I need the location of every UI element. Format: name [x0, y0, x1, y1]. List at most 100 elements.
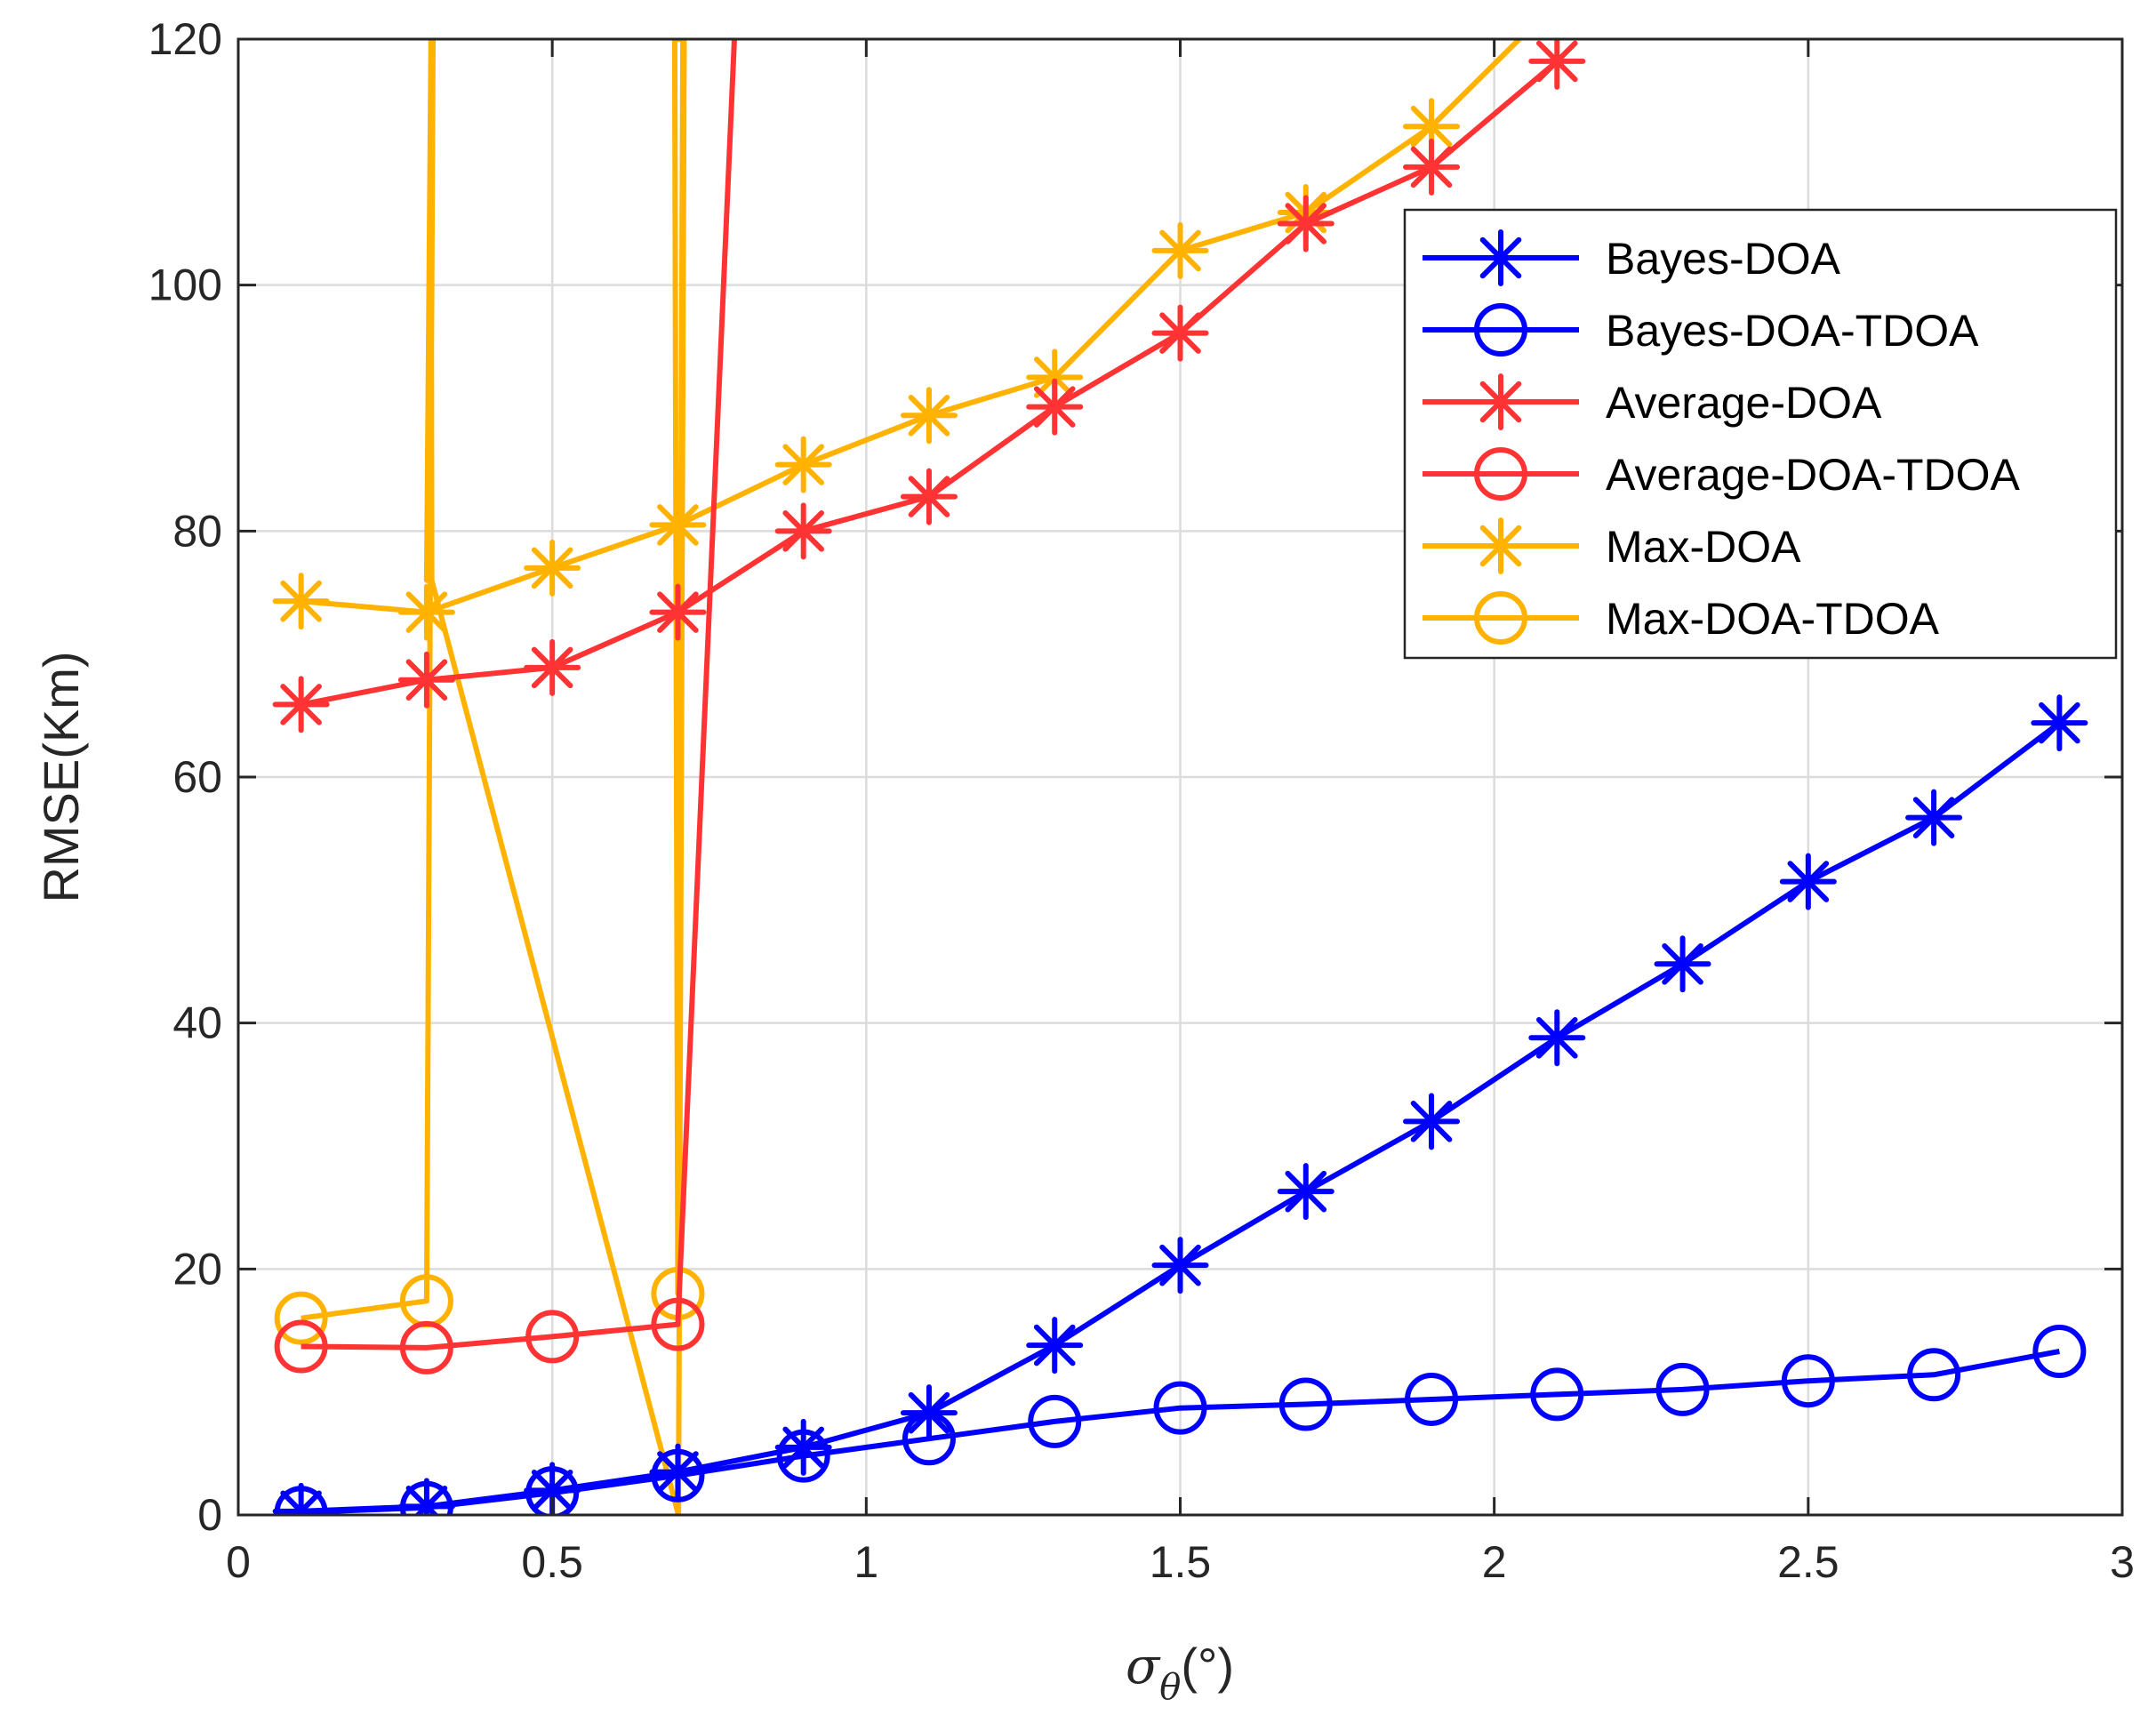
x-tick-label: 2 [1482, 1537, 1507, 1587]
tick-labels: 0 0.5 1 1.5 2 2.5 3 0 20 40 60 80 100 120 [148, 14, 2135, 1587]
legend-box [1403, 208, 2118, 660]
marker-bayes-doa-tdoa [1655, 1362, 1710, 1416]
x-tick-label: 0.5 [521, 1537, 583, 1587]
marker-average-doa-stroke [908, 476, 950, 517]
marker-bayes-doa-stroke [782, 1426, 824, 1469]
marker-bayes-doa-stroke [1033, 1324, 1076, 1366]
marker-bayes-doa [1779, 853, 1837, 910]
marker-average-doa-tdoa [651, 1297, 705, 1351]
marker-average-doa-stroke [1410, 146, 1453, 188]
marker-bayes-doa [1403, 1093, 1461, 1150]
legend-item-average-doa: Average-DOA [1423, 373, 1882, 430]
marker-average-doa-tdoa [399, 1320, 453, 1374]
marker-bayes-doa-stroke [1285, 1170, 1327, 1213]
marker-bayes-doa-tdoa [1278, 1377, 1333, 1431]
legend-swatch-marker [1474, 303, 1527, 357]
marker-average-doa-stroke [1536, 40, 1578, 83]
marker-max-doa-stroke [1159, 229, 1201, 272]
marker-bayes-doa-tdoa [1781, 1354, 1835, 1408]
marker-max-doa [272, 573, 330, 630]
legend-label: Max-DOA [1606, 522, 1801, 572]
series-average-doa-tdoa [274, 39, 737, 1374]
ticks [236, 37, 2124, 1517]
legend-swatch-marker [1472, 373, 1529, 430]
marker-bayes-doa [1528, 1009, 1586, 1067]
marker-bayes-doa-stroke [413, 1486, 448, 1515]
y-tick-label: 60 [172, 752, 222, 802]
legend: Bayes-DOA Bayes-DOA-TDOA Average-DOA Averag… [1403, 208, 2118, 660]
legend-swatch-marker [1472, 517, 1529, 574]
marker-bayes-doa-stroke [1159, 1244, 1201, 1286]
marker-max-doa [524, 539, 581, 597]
legend-swatch-marker-stroke [1479, 236, 1522, 279]
y-axis-label: RMSE(Km) [33, 651, 89, 902]
marker-max-doa-stroke [1410, 105, 1453, 148]
marker-bayes-doa [1151, 1237, 1209, 1294]
legend-item-bayes-doa: Bayes-DOA [1423, 229, 1841, 286]
series-max-doa [272, 39, 1522, 641]
marker-bayes-doa-stroke [657, 1451, 699, 1493]
x-tick-label: 2.5 [1777, 1537, 1839, 1587]
marker-bayes-doa-stroke [1662, 942, 1703, 985]
marker-average-doa-stroke [782, 510, 824, 552]
marker-average-doa [272, 676, 330, 733]
marker-max-doa [1151, 221, 1209, 279]
marker-bayes-doa [397, 1478, 455, 1515]
marker-max-doa-stroke [657, 504, 699, 546]
marker-bayes-doa-stroke [1410, 1101, 1453, 1142]
marker-average-doa [1151, 304, 1209, 362]
marker-bayes-doa-stroke [531, 1470, 573, 1511]
legend-swatch-marker-stroke [1479, 381, 1522, 423]
legend-label: Bayes-DOA-TDOA [1606, 306, 1979, 356]
legend-label: Average-DOA-TDOA [1606, 450, 2021, 500]
marker-max-doa [774, 436, 832, 493]
y-tick-label: 0 [197, 1490, 222, 1540]
marker-bayes-doa-stroke [293, 1490, 322, 1515]
marker-max-doa-stroke [908, 395, 950, 437]
x-tick-label: 3 [2110, 1537, 2135, 1587]
marker-max-doa [900, 387, 958, 445]
marker-max-doa-stroke [280, 580, 322, 622]
marker-average-doa [774, 502, 832, 560]
marker-max-doa-stroke [405, 591, 448, 633]
marker-average-doa-stroke [280, 684, 322, 725]
marker-bayes-doa [1905, 789, 1963, 846]
marker-max-doa-stroke [531, 547, 573, 589]
marker-bayes-doa-stroke [2039, 701, 2080, 744]
legend-label: Bayes-DOA [1606, 234, 1841, 284]
marker-average-doa [1277, 195, 1334, 252]
marker-average-doa-stroke [1285, 203, 1327, 244]
legend-item-average-doa-tdoa: Average-DOA-TDOA [1423, 447, 2021, 501]
series-layer [272, 39, 2088, 1515]
marker-bayes-doa-tdoa [1405, 1372, 1459, 1426]
series-line-max-doa-tdoa [301, 39, 687, 1515]
marker-average-doa [649, 583, 707, 641]
marker-bayes-doa-tdoa [1153, 1381, 1207, 1435]
marker-bayes-doa [774, 1418, 832, 1476]
marker-bayes-doa [900, 1384, 958, 1442]
y-tick-label: 40 [172, 998, 222, 1048]
x-tick-label: 1.5 [1150, 1537, 1212, 1587]
marker-max-doa-stroke [782, 444, 824, 485]
legend-item-max-doa-tdoa: Max-DOA-TDOA [1423, 591, 1940, 645]
marker-average-doa [900, 468, 958, 525]
series-average-doa [272, 39, 1586, 733]
marker-bayes-doa-tdoa [1028, 1394, 1082, 1448]
x-axis-label: σθ(°) [1126, 1638, 1234, 1708]
marker-bayes-doa-stroke [1536, 1016, 1578, 1059]
x-tick-label: 0 [226, 1537, 251, 1587]
marker-bayes-doa-tdoa [2032, 1325, 2087, 1379]
marker-bayes-doa-tdoa [1907, 1348, 1961, 1402]
marker-average-doa-stroke [405, 659, 448, 701]
marker-average-doa [1026, 378, 1084, 436]
marker-max-doa [649, 496, 707, 554]
y-tick-label: 120 [148, 14, 222, 64]
series-line-bayes-doa-tdoa [301, 1349, 2060, 1515]
marker-bayes-doa [649, 1443, 707, 1501]
y-tick-label: 80 [172, 506, 222, 556]
x-tick-label: 1 [854, 1537, 878, 1587]
y-tick-label: 20 [172, 1244, 222, 1294]
y-tick-label: 100 [148, 260, 222, 310]
marker-bayes-doa [272, 1482, 330, 1515]
